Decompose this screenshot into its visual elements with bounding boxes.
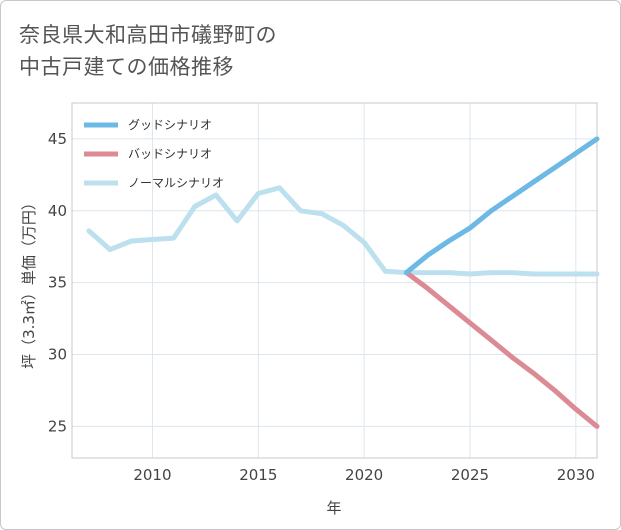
y-tick-label: 25	[48, 417, 67, 435]
chart-title-line2: 中古戸建ての価格推移	[19, 55, 234, 79]
x-axis-ticks: 2010 2015 2020 2025 2030	[133, 466, 595, 484]
series-layer	[86, 136, 600, 429]
chart-title: 奈良県大和高田市礒野町の 中古戸建ての価格推移	[19, 19, 277, 83]
x-tick-label: 2025	[451, 466, 489, 484]
y-tick-label: 35	[48, 274, 67, 292]
legend-label-good: グッドシナリオ	[128, 118, 212, 132]
y-axis-ticks: 25 30 35 40 45	[48, 130, 67, 435]
x-tick-label: 2015	[239, 466, 277, 484]
x-axis-title: 年	[326, 499, 341, 517]
x-tick-label: 2020	[345, 466, 383, 484]
series-line-normal	[86, 185, 600, 277]
y-axis-title: 坪（3.3㎡）単価（万円）	[20, 195, 38, 369]
series-line-bad	[404, 270, 600, 429]
legend-label-normal: ノーマルシナリオ	[128, 176, 224, 190]
y-tick-label: 45	[48, 130, 67, 148]
series-line-good	[404, 136, 600, 276]
x-tick-label: 2030	[557, 466, 595, 484]
x-tick-label: 2010	[133, 466, 171, 484]
grid-lines	[72, 103, 597, 458]
legend-label-bad: バッドシナリオ	[128, 147, 212, 161]
y-tick-label: 40	[48, 202, 67, 220]
chart-title-line1: 奈良県大和高田市礒野町の	[19, 23, 277, 47]
y-tick-label: 30	[48, 346, 67, 364]
plot-frame	[71, 102, 598, 459]
